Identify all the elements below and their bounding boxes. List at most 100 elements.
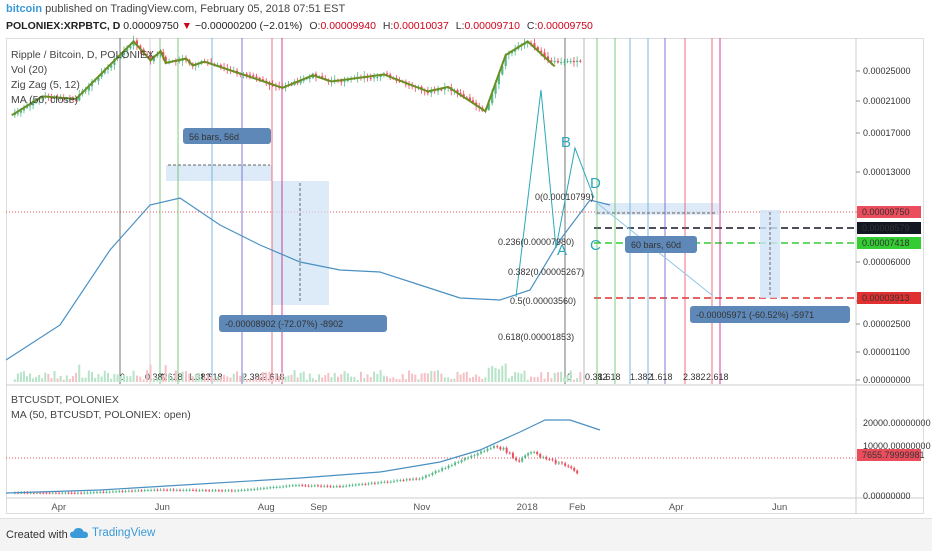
btc-candle-body: [253, 489, 256, 490]
y-tick-label: 0.00017000: [863, 128, 911, 138]
candle-body: [487, 103, 490, 110]
measure-label-bg: [183, 128, 271, 144]
x-tick-label: Jun: [772, 502, 787, 513]
price-label: 0.00008579: [862, 223, 910, 233]
btc-candle-body: [496, 446, 499, 448]
price-label-bg: [857, 206, 921, 218]
legend-vol[interactable]: Vol (20): [11, 64, 48, 76]
btc-candle-body: [421, 477, 424, 479]
volume-bar: [579, 372, 582, 382]
volume-bar: [129, 376, 132, 382]
btc-candle-body: [48, 492, 51, 494]
btc-candle-body: [288, 485, 291, 487]
volume-bar: [284, 376, 287, 382]
btc-candle-body: [96, 492, 99, 494]
legend-btc-title[interactable]: BTCUSDT, POLONIEX: [11, 394, 119, 406]
btc-candle-body: [357, 484, 360, 486]
legend-title[interactable]: Ripple / Bitcoin, D, POLONIEX: [11, 49, 154, 61]
top-legend: Ripple / Bitcoin, D, POLONIEX Vol (20) Z…: [11, 48, 154, 108]
measure-box-56: [166, 165, 272, 181]
candle-body: [164, 56, 167, 64]
volume-bar: [373, 371, 376, 382]
btc-candle-body: [191, 489, 194, 491]
change: −0.00000200 (−2.01%): [195, 20, 303, 32]
author-name[interactable]: bitcoin: [6, 3, 43, 15]
volume-bar: [340, 374, 343, 382]
btc-candle-body: [45, 492, 48, 494]
volume-bar: [94, 377, 97, 382]
price-label: 0.00007418: [862, 238, 910, 248]
btc-candle-body: [64, 492, 67, 494]
candle-body: [106, 67, 110, 70]
btc-candle-body: [130, 490, 133, 492]
btc-candle-body: [457, 461, 460, 463]
candle-body: [569, 60, 572, 62]
btc-price-label-bg: [857, 449, 921, 461]
volume-bar: [194, 374, 197, 382]
btc-candle-body: [211, 490, 214, 492]
btc-candle-body: [530, 452, 533, 454]
btc-candle-body: [551, 459, 554, 461]
y-tick-label: 0.00001100: [863, 347, 910, 357]
btc-candle-body: [515, 457, 518, 461]
btc-candle-body: [476, 453, 479, 456]
legend-zigzag[interactable]: Zig Zag (5, 12): [11, 79, 80, 91]
volume-bar: [311, 378, 314, 382]
btc-candle-body: [237, 490, 240, 492]
candle-body: [16, 112, 19, 114]
candle-body: [526, 42, 529, 44]
volume-bar: [526, 379, 529, 382]
candle-body: [97, 76, 100, 81]
volume-bar: [84, 377, 87, 382]
volume-bar: [530, 376, 533, 382]
btc-candle-body: [499, 447, 502, 450]
btc-candle-body: [402, 480, 405, 482]
footer: Created with TradingView: [0, 518, 932, 551]
published-text: published on TradingView.com, February 0…: [45, 3, 346, 15]
btc-candle-body: [454, 462, 457, 465]
cycle-label: 0.382: [145, 372, 168, 382]
candle-body: [504, 54, 507, 66]
volume-bar: [468, 377, 471, 382]
volume-bar: [514, 372, 517, 382]
candle-body: [126, 48, 129, 51]
btc-candle-body: [124, 490, 127, 492]
tradingview-logo[interactable]: TradingView: [70, 527, 155, 539]
legend-ma[interactable]: MA (50, close): [11, 94, 79, 106]
btc-candle-body: [408, 479, 411, 481]
candle-body: [560, 62, 563, 64]
volume-bar: [100, 376, 103, 382]
volume-bar: [550, 378, 553, 382]
btc-candle-body: [285, 485, 288, 487]
volume-bar: [437, 370, 440, 382]
btc-candle-body: [243, 490, 246, 491]
legend-btc-ma[interactable]: MA (50, BTCUSDT, POLONIEX: open): [11, 409, 191, 421]
volume-bar: [78, 364, 81, 382]
harmonic-pattern: [515, 89, 595, 298]
fib-label: 0.382(0.00005267): [508, 267, 584, 277]
volume-bar: [497, 369, 500, 382]
btc-candle-body: [127, 490, 130, 492]
btc-candle-body: [431, 473, 434, 475]
volume-bar: [302, 371, 305, 382]
btc-candle-body: [539, 454, 542, 458]
btc-candle-body: [463, 458, 466, 461]
volume-bar: [540, 372, 543, 382]
btc-candle-body: [345, 485, 348, 487]
candle-body: [546, 56, 550, 61]
volume-bar: [293, 370, 296, 382]
high-value: 0.00010037: [393, 20, 449, 32]
volume-bar: [363, 377, 366, 382]
btc-candle-body: [392, 480, 395, 482]
btc-candle-body: [320, 485, 323, 487]
btc-candle-body: [172, 489, 175, 491]
candle-body: [376, 76, 379, 78]
measure-label: 56 bars, 56d: [189, 132, 239, 142]
volume-bar: [296, 377, 299, 382]
volume-bar: [35, 376, 38, 382]
candle-body: [248, 74, 252, 76]
btc-candle-body: [182, 490, 185, 491]
volume-bar: [453, 378, 456, 382]
btc-candle-body: [412, 478, 415, 480]
